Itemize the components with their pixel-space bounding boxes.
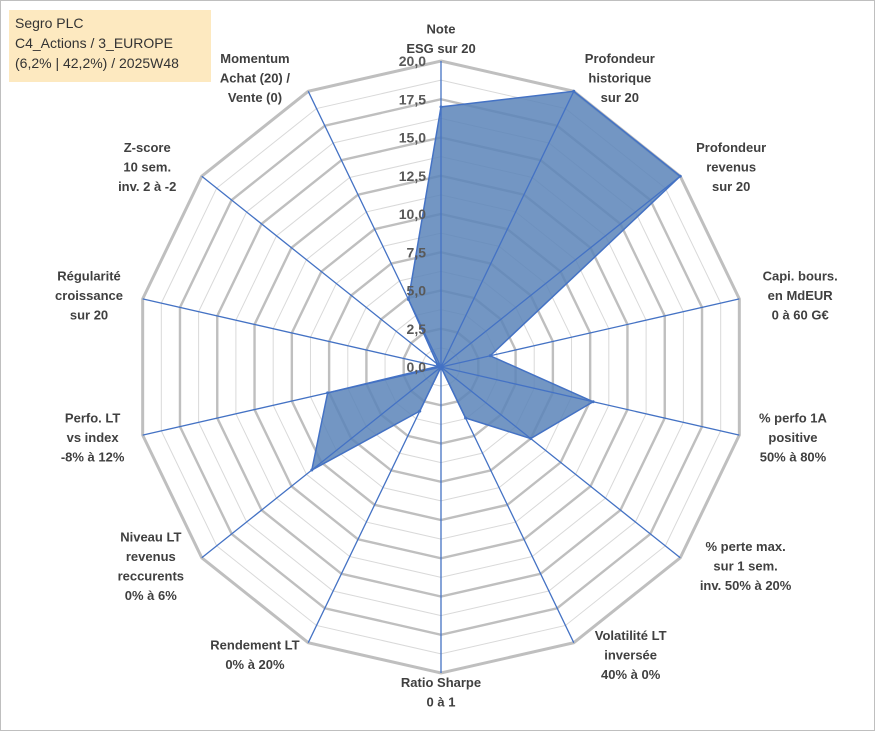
axis-label-line: 10 sem.: [123, 159, 171, 174]
axis-spoke: [440, 366, 681, 559]
axis-label: Profondeur revenus sur 20: [696, 140, 766, 194]
radar-axis-labels: Note ESG sur 20 Profondeur historique sur 20…: [55, 22, 838, 710]
axis-label: Ratio Sharpe 0 à 1: [401, 675, 481, 710]
axis-label-line: en MdEUR: [768, 288, 834, 303]
axis-label-line: 50% à 80%: [760, 450, 827, 465]
axis-label: % perfo 1A positive 50% à 80%: [759, 411, 828, 465]
axis-label-line: Z-score: [124, 140, 171, 155]
axis-label-line: Niveau LT: [120, 529, 181, 544]
axis-label-line: sur 20: [70, 307, 108, 322]
axis-label-line: croissance: [55, 288, 123, 303]
axis-spoke: [440, 91, 575, 368]
axis-label-line: 0% à 6%: [125, 588, 177, 603]
axis-label-line: inversée: [604, 647, 657, 662]
axis-label-line: revenus: [126, 549, 176, 564]
radar-spokes: [142, 61, 740, 673]
axis-label: % perte max. sur 1 sem. inv. 50% à 20%: [700, 539, 792, 593]
axis-spoke: [307, 91, 442, 368]
axis-label-line: Vente (0): [228, 90, 282, 105]
radial-tick-label: 10,0: [399, 206, 426, 222]
axis-spoke: [440, 366, 575, 643]
axis-label-line: 40% à 0%: [601, 667, 661, 682]
axis-label-line: positive: [768, 430, 817, 445]
axis-label: Perfo. LT vs index -8% à 12%: [61, 411, 125, 465]
axis-label: Régularité croissance sur 20: [55, 268, 123, 322]
axis-label-line: sur 1 sem.: [713, 559, 777, 574]
radial-tick-label: 0,0: [407, 359, 427, 375]
axis-label: Note ESG sur 20: [406, 22, 475, 57]
axis-spoke: [142, 366, 442, 436]
axis-label-line: 0 à 60 G€: [772, 307, 829, 322]
radial-tick-label: 7,5: [407, 244, 427, 260]
title-line-company: Segro PLC: [15, 15, 84, 31]
axis-label: Profondeur historique sur 20: [585, 51, 655, 105]
axis-label-line: sur 20: [601, 90, 639, 105]
radial-tick-label: 5,0: [407, 283, 427, 299]
axis-label-line: Momentum: [220, 51, 289, 66]
axis-spoke: [440, 298, 740, 368]
axis-label-line: Rendement LT: [210, 638, 299, 653]
axis-label-line: -8% à 12%: [61, 450, 125, 465]
axis-label-line: vs index: [67, 430, 120, 445]
title-line-category: C4_Actions / 3_EUROPE: [15, 35, 173, 51]
radial-tick-label: 2,5: [407, 321, 427, 337]
axis-label-line: Volatilité LT: [595, 628, 667, 643]
axis-label-line: Note: [427, 22, 456, 37]
radial-tick-label: 20,0: [399, 53, 426, 69]
axis-label-line: revenus: [706, 159, 756, 174]
axis-label: Z-score 10 sem. inv. 2 à -2: [118, 140, 176, 194]
axis-spoke: [307, 366, 442, 643]
axis-label-line: ESG sur 20: [406, 41, 475, 56]
axis-label-line: Régularité: [57, 268, 121, 283]
title-line-stats: (6,2% | 42,2%) / 2025W48: [15, 55, 179, 71]
axis-spoke: [142, 298, 442, 368]
axis-label-line: 0% à 20%: [225, 657, 285, 672]
axis-label: Rendement LT 0% à 20%: [210, 638, 299, 673]
axis-label: Capi. bours. en MdEUR 0 à 60 G€: [763, 268, 838, 322]
axis-label: Momentum Achat (20) / Vente (0): [220, 51, 290, 105]
radial-tick-label: 15,0: [399, 130, 426, 146]
axis-label-line: % perfo 1A: [759, 411, 828, 426]
radial-tick-label: 17,5: [399, 91, 426, 107]
axis-label: Niveau LT revenus reccurents 0% à 6%: [118, 529, 184, 603]
axis-label-line: inv. 2 à -2: [118, 179, 176, 194]
axis-spoke: [201, 175, 442, 368]
axis-label-line: historique: [588, 71, 651, 86]
radial-tick-label: 12,5: [399, 168, 426, 184]
chart-title-box: Segro PLC C4_Actions / 3_EUROPE (6,2% | …: [9, 10, 211, 82]
radar-tick-labels: 0,0 2,5 5,0 7,5 10,0 12,5 15,0 17,5 20,0: [399, 53, 426, 375]
axis-spoke: [440, 175, 681, 368]
axis-spoke: [440, 366, 740, 436]
axis-label-line: 0 à 1: [427, 695, 456, 710]
axis-label-line: Perfo. LT: [65, 411, 120, 426]
axis-label-line: sur 20: [712, 179, 750, 194]
axis-spoke: [201, 366, 442, 559]
axis-label-line: inv. 50% à 20%: [700, 578, 792, 593]
axis-label-line: Profondeur: [696, 140, 766, 155]
axis-label-line: % perte max.: [705, 539, 785, 554]
axis-label-line: reccurents: [118, 568, 184, 583]
axis-label-line: Profondeur: [585, 51, 655, 66]
axis-label-line: Capi. bours.: [763, 268, 838, 283]
axis-label-line: Ratio Sharpe: [401, 675, 481, 690]
axis-label: Volatilité LT inversée 40% à 0%: [595, 628, 667, 682]
axis-label-line: Achat (20) /: [220, 71, 290, 86]
